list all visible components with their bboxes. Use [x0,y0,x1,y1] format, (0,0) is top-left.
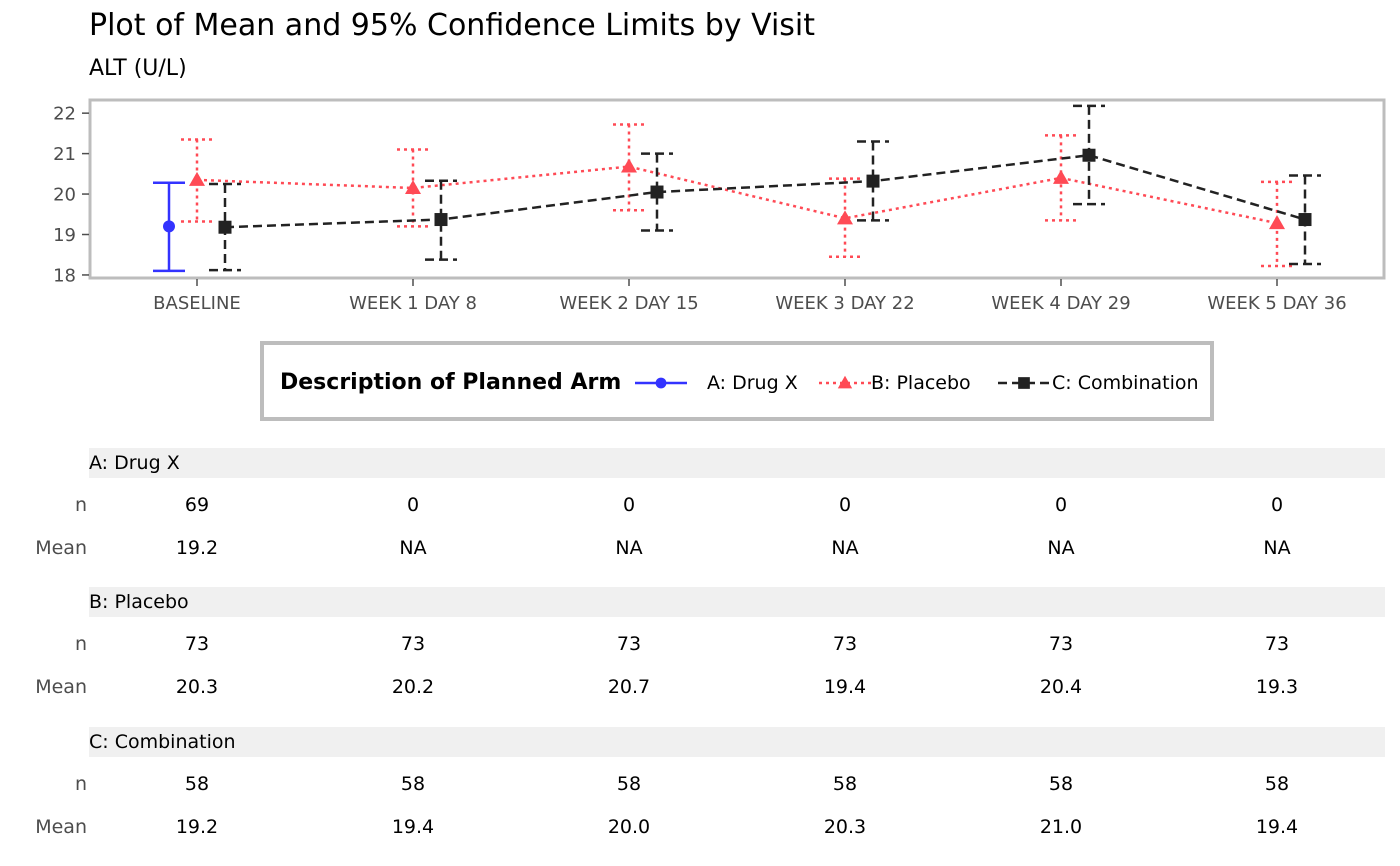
table-row-label-mean: Mean [35,816,87,838]
series-line-b [196,165,1278,225]
y-tick-label: 18 [53,265,76,286]
legend: Description of Planned Arm A: Drug X B: P… [260,341,1214,421]
errorbar-b [397,148,429,228]
point-b [189,171,205,186]
y-tick-label: 19 [53,225,76,246]
table-cell-mean: 19.2 [175,816,219,838]
table-cell-n: 73 [1048,633,1074,655]
errorbar-b [829,177,861,259]
table-cell-mean: 20.4 [1039,676,1083,698]
point-b [1269,215,1285,230]
table-group-strip: A: Drug X [89,448,1385,478]
table-cell-mean: 21.0 [1039,816,1083,838]
table-cell-n: 0 [1054,494,1068,516]
x-tick-label: WEEK 1 DAY 8 [349,293,477,314]
chart-title: Plot of Mean and 95% Confidence Limits b… [89,8,816,43]
legend-key-marker [837,375,853,389]
y-tick-label: 22 [53,104,76,125]
point-c [1082,148,1096,162]
table-row-label-mean: Mean [35,537,87,559]
plot-panel-border [88,98,1386,280]
table-row-label-n: n [74,773,87,795]
table-cell-n: 73 [1264,633,1290,655]
point-c [218,220,232,234]
errorbar-c [857,140,889,222]
chart-plot: 18 19 20 21 22 BASELINE WEEK 1 DAY 8 WEEK 2 DAY… [53,98,1386,314]
errorbar-c [641,152,673,232]
table-row-label-n: n [74,633,87,655]
x-tick-label: WEEK 2 DAY 15 [559,293,698,314]
table-group-label: C: Combination [89,731,236,753]
x-tick-label: WEEK 3 DAY 22 [775,293,914,314]
table-cell-mean: 19.3 [1255,676,1299,698]
table-cell-n: 0 [406,494,420,516]
series-line-c [224,153,1306,229]
table-cell-mean: NA [831,537,859,559]
legend-label-c: C: Combination [1052,372,1199,394]
table-group-strip: C: Combination [89,727,1385,757]
y-tick-label: 20 [53,185,76,206]
point-c [866,174,880,188]
x-tick-label: WEEK 5 DAY 36 [1207,293,1346,314]
errorbar-c [425,179,457,261]
x-tick-label: WEEK 4 DAY 29 [991,293,1130,314]
table-cell-mean: NA [615,537,643,559]
legend-label-b: B: Placebo [871,372,971,394]
table-group-label: A: Drug X [89,452,180,474]
table-cell-mean: NA [399,537,427,559]
legend-label-a: A: Drug X [707,372,798,394]
point-c [434,213,448,227]
table-cell-n: 0 [622,494,636,516]
table-cell-mean: 20.0 [607,816,651,838]
legend-key-b [819,375,871,389]
legend-key-marker [655,377,667,389]
table-group-label: B: Placebo [89,591,189,613]
table-cell-mean: 20.2 [391,676,435,698]
table-cell-mean: 19.4 [823,676,867,698]
table-cell-mean: 19.2 [175,537,219,559]
table-cell-mean: 20.3 [823,816,867,838]
table-cell-n: 58 [184,773,210,795]
errorbar-b [181,138,213,223]
table-group-strip: B: Placebo [89,587,1385,617]
legend-key-a [635,377,687,389]
point-b [405,179,421,194]
table-cell-n: 58 [400,773,426,795]
table-cell-mean: 19.4 [1255,816,1299,838]
legend-key-c [998,377,1050,389]
table-cell-mean: 19.4 [391,816,435,838]
x-tick-label: BASELINE [153,293,241,314]
table-cell-n: 58 [832,773,858,795]
table-cell-mean: 20.3 [175,676,219,698]
point-b [621,158,637,173]
chart-subtitle: ALT (U/L) [89,56,187,81]
table-cell-n: 73 [616,633,642,655]
table-cell-n: 0 [838,494,852,516]
point-c [650,185,664,199]
y-tick-label: 21 [53,144,76,165]
table-cell-n: 73 [832,633,858,655]
table-cell-n: 73 [184,633,210,655]
table-cell-n: 73 [400,633,426,655]
table-cell-n: 0 [1270,494,1284,516]
point-b [837,210,853,225]
point-c [1298,213,1312,227]
table-cell-n: 58 [1048,773,1074,795]
table-cell-n: 69 [184,494,210,516]
table-cell-mean: NA [1263,537,1291,559]
point-b [1053,169,1069,184]
legend-title: Description of Planned Arm [280,370,622,395]
table-cell-n: 58 [1264,773,1290,795]
table-row-label-mean: Mean [35,676,87,698]
table-cell-n: 58 [616,773,642,795]
point-a [163,220,175,233]
table-cell-mean: NA [1047,537,1075,559]
table-row-label-n: n [74,494,87,516]
table-cell-mean: 20.7 [607,676,651,698]
legend-key-marker [1018,377,1030,389]
